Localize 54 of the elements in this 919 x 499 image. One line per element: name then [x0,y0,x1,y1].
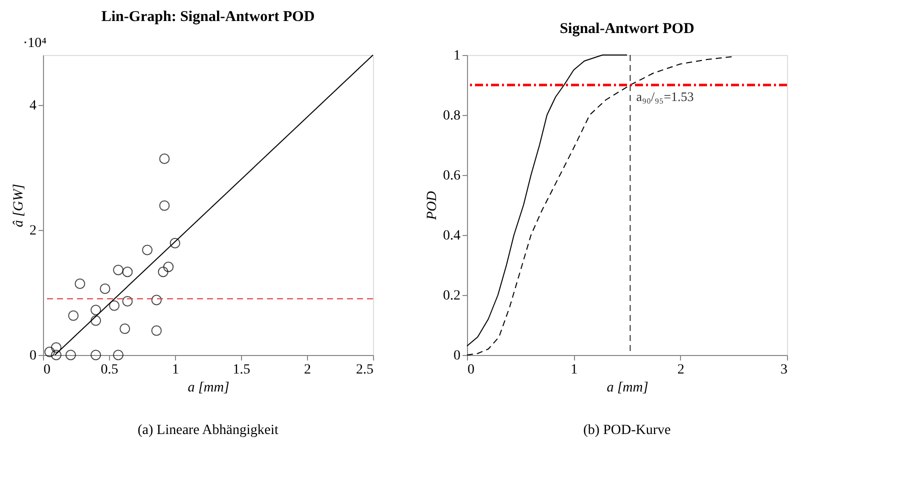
point [50,342,62,353]
y-tick-label: 0 [30,348,36,364]
point [151,325,162,336]
point [90,350,102,360]
point [68,310,79,321]
y-tick-label: 1 [454,48,460,64]
point [122,296,133,306]
x-tick-label: 1 [570,362,578,378]
point [65,350,76,360]
y-tick-label: 2 [30,224,36,238]
point [170,238,180,248]
point [112,350,124,360]
x-tick-label: 3 [780,362,788,378]
y-tick-label: 0.4 [443,228,460,244]
chart-title: Lin-Graph: Signal-Antwort POD [101,9,315,25]
y-axis-title: â [GW] [12,184,26,228]
y-tick-label: 0.6 [443,168,460,184]
point [112,264,124,276]
y-tick-label: 0 [454,348,460,364]
text: (b) POD-Kurve [583,423,671,438]
x-tick-label: 0.5 [100,362,118,378]
point [90,304,102,316]
point [120,324,130,334]
y-tick-label: 0.8 [443,108,460,124]
point [159,154,170,164]
x-axis-title: a [mm] [606,380,648,396]
point [74,278,86,289]
point [163,262,174,272]
y-tick-label: 0.2 [443,288,460,304]
point [142,244,153,256]
point [109,300,120,311]
point [90,315,102,326]
x-tick-label: 0 [468,362,474,378]
x-tick-label: 2 [304,362,311,378]
x-tick-label: 2 [677,362,684,378]
x-tick-label: 2.5 [356,362,374,378]
text: ·10⁴ [23,36,47,51]
text: (a) Lineare Abhängigkeit [138,423,278,438]
x-tick-label: 1 [172,362,179,378]
x-tick-label: 1.5 [232,362,250,378]
point [50,350,62,360]
point [122,266,133,278]
ref-line-label: a₉₀/₉₅=1.53 [636,89,694,104]
point [159,200,170,211]
point [100,284,110,294]
line-series [466,54,628,346]
point [158,266,168,278]
point [44,346,55,358]
y-tick-label: 4 [30,98,36,114]
point [151,294,162,306]
x-axis-title: a [mm] [188,380,230,396]
y-axis-title: POD [425,191,440,221]
x-tick-label: 0 [44,362,50,378]
chart-title: Signal-Antwort POD [560,21,694,37]
